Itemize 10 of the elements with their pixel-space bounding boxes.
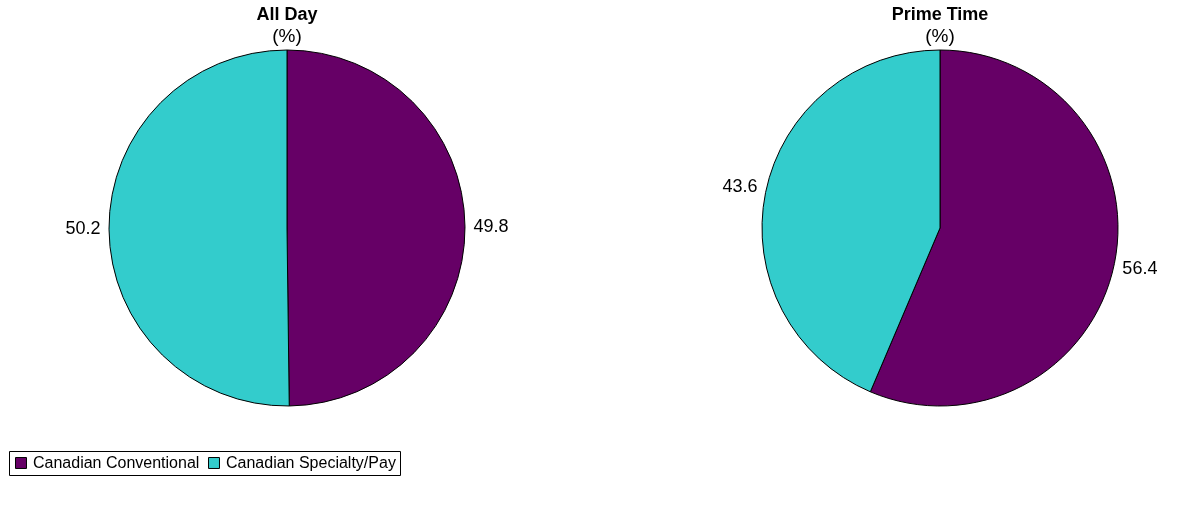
chart-subtitle: (%) xyxy=(925,25,955,46)
legend-label: Canadian Conventional xyxy=(33,454,200,471)
data-label: 43.6 xyxy=(722,176,758,197)
legend-label: Canadian Specialty/Pay xyxy=(226,454,396,471)
data-label: 49.8 xyxy=(473,215,509,236)
data-label: 56.4 xyxy=(1122,257,1158,278)
chart-subtitle: (%) xyxy=(272,25,302,46)
data-label: 50.2 xyxy=(65,218,101,239)
chart-title: All Day xyxy=(256,4,318,24)
chart-title: Prime Time xyxy=(891,4,989,24)
